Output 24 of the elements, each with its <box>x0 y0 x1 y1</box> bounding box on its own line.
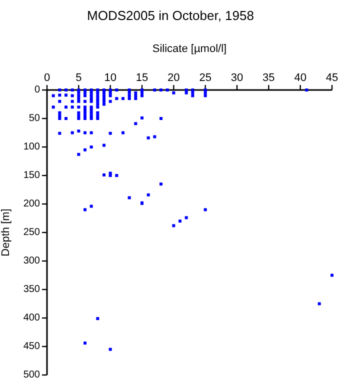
y-tick-label: 500 <box>23 370 40 380</box>
x-tick-label: 40 <box>294 72 306 84</box>
y-tick-label: 200 <box>23 198 40 210</box>
x-tick-label: 15 <box>136 72 148 84</box>
y-tick-label: 50 <box>28 113 40 124</box>
x-tick-label: 5 <box>76 72 82 84</box>
y-tick-label: 150 <box>23 170 40 181</box>
y-tick-label: 400 <box>23 312 40 324</box>
y-tick-label: 100 <box>23 142 40 152</box>
y-tick-label: 250 <box>23 227 40 238</box>
x-tick-label: 20 <box>168 72 180 84</box>
y-tick-label: 0 <box>34 84 40 96</box>
x-tick-label: 0 <box>44 72 50 84</box>
x-tick-label: 25 <box>199 72 212 84</box>
x-tick-label: 45 <box>326 72 338 84</box>
y-tick-label: 450 <box>23 341 40 352</box>
x-axis-title: Silicate [µmol/l] <box>152 43 227 55</box>
y-tick-label: 350 <box>23 284 40 295</box>
y-tick-label: 300 <box>23 256 40 266</box>
y-axis-title: Depth [m] <box>0 208 12 256</box>
x-tick-label: 35 <box>262 72 275 84</box>
x-tick-label: 10 <box>104 72 116 84</box>
x-tick-label: 30 <box>230 72 244 84</box>
chart-title: MODS2005 in October, 1958 <box>87 8 254 23</box>
